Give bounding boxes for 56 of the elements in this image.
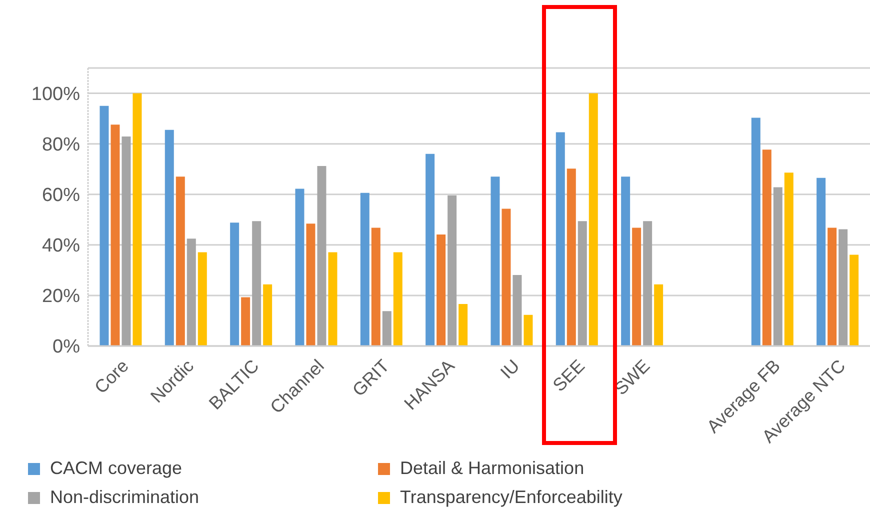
bar [317, 166, 326, 346]
bar [502, 208, 511, 346]
bar [632, 228, 642, 346]
bar [566, 168, 576, 346]
bar [784, 172, 794, 346]
bar [295, 188, 304, 346]
legend-label: Detail & Harmonisation [400, 458, 584, 479]
bar [751, 118, 760, 346]
bar [850, 254, 859, 346]
y-tick-label: 80% [42, 134, 80, 156]
y-tick-label: 0% [52, 336, 80, 358]
bar [252, 221, 262, 346]
bar [122, 136, 131, 346]
x-tick-label: Core [90, 356, 132, 398]
bar [230, 222, 240, 346]
bar [512, 274, 522, 346]
bar [176, 176, 185, 346]
bar [100, 106, 109, 346]
bar [306, 224, 316, 346]
y-tick-label: 60% [42, 185, 80, 206]
bar [838, 229, 848, 346]
bar [328, 252, 338, 346]
bar [458, 304, 468, 346]
bar [371, 228, 380, 346]
bar [448, 195, 457, 346]
bar [828, 228, 837, 346]
legend-label: Transparency/Enforceability [400, 487, 622, 508]
legend-label: CACM coverage [50, 458, 182, 479]
y-tick-label: 40% [42, 236, 80, 257]
bar [186, 238, 196, 346]
bar [393, 252, 402, 346]
bar [426, 154, 435, 346]
bar [164, 130, 174, 346]
bar [762, 150, 772, 346]
bar [578, 221, 587, 346]
bar [816, 178, 826, 346]
bar [524, 314, 533, 346]
bar [198, 252, 207, 346]
bar [621, 176, 630, 346]
bar [132, 93, 142, 346]
bar [490, 176, 500, 346]
bar [263, 284, 272, 346]
bar [436, 234, 446, 346]
legend-label: Non-discrimination [50, 487, 200, 508]
x-tick-label: IU [496, 356, 524, 383]
bar [643, 221, 652, 346]
bar [241, 297, 250, 346]
bar [654, 284, 664, 346]
bar [556, 132, 565, 346]
bar [382, 311, 392, 346]
y-tick-label: 20% [42, 286, 80, 308]
y-tick-label: 100% [31, 84, 80, 106]
bar [588, 93, 598, 346]
bar [773, 187, 782, 346]
bar [360, 192, 370, 346]
bar [110, 124, 120, 346]
